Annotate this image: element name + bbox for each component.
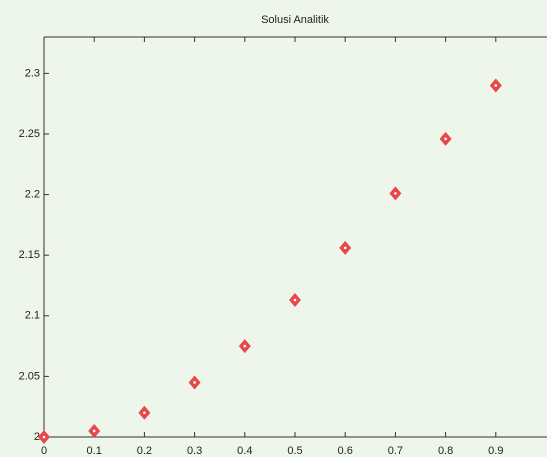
y-tick-label: 2.3 <box>25 67 40 79</box>
marker-center <box>344 247 347 250</box>
background <box>0 0 547 457</box>
y-tick-label: 2.15 <box>19 249 40 261</box>
marker-center <box>394 192 397 195</box>
x-tick-label: 0.4 <box>237 445 252 457</box>
chart: Solusi Analitik 22.052.12.152.22.252.300… <box>0 0 547 457</box>
chart-title: Solusi Analitik <box>261 14 329 26</box>
y-tick-label: 2.25 <box>19 128 40 140</box>
marker-center <box>444 138 447 141</box>
x-tick-label: 0.9 <box>488 445 503 457</box>
y-tick-label: 2.2 <box>25 188 40 200</box>
marker-center <box>495 84 498 87</box>
y-tick-label: 2.1 <box>25 310 40 322</box>
y-tick-label: 2.05 <box>19 370 40 382</box>
marker-center <box>143 411 146 414</box>
x-tick-label: 0.1 <box>87 445 102 457</box>
x-tick-label: 0.2 <box>137 445 152 457</box>
x-tick-label: 0.3 <box>187 445 202 457</box>
marker-center <box>294 299 297 302</box>
marker-center <box>43 436 46 439</box>
marker-center <box>244 345 247 348</box>
x-tick-label: 0.7 <box>388 445 403 457</box>
x-tick-label: 0 <box>41 445 47 457</box>
x-tick-label: 0.8 <box>438 445 453 457</box>
marker-center <box>93 430 96 433</box>
marker-center <box>193 381 196 384</box>
x-tick-label: 0.5 <box>287 445 302 457</box>
x-tick-label: 0.6 <box>338 445 353 457</box>
